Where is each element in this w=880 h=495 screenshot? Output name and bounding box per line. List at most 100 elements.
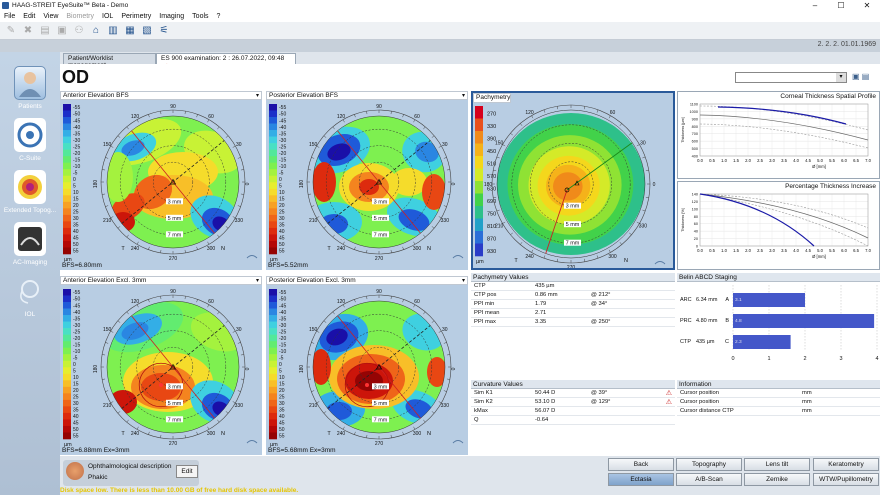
apex-marker	[169, 178, 177, 185]
row-value: 53.10 D	[535, 399, 556, 405]
sidebar-item-csuite[interactable]: C-Suite	[0, 118, 60, 170]
chart-thickness-increase: Percentage Thickness Increase 140 120 100 8…	[677, 181, 880, 270]
layout-a-icon[interactable]: ▥	[108, 25, 118, 36]
scale-label: -10	[73, 164, 80, 170]
map-title[interactable]: Anterior Elevation Excl. 3mm ▾	[60, 276, 262, 285]
sidebar-item-extended-topography[interactable]: Extended Topog...	[0, 170, 60, 222]
elevation-map[interactable]: -55-50-45-40-35-30-25-20-15-10-505101520…	[266, 285, 468, 447]
close-icon[interactable]: ✕	[863, 1, 871, 10]
tab-examination[interactable]: ES 900 examination: 2 : 26.07.2022, 09:4…	[156, 53, 296, 70]
angle-tick	[207, 241, 210, 245]
angle-tick	[390, 434, 392, 438]
ring-label-bg	[166, 416, 183, 423]
sidebar-item-ac-imaging[interactable]: AC-Imaging	[0, 222, 60, 274]
display-select[interactable]: ▾	[735, 72, 847, 83]
map-title-text: Posterior Elevation BFS	[269, 92, 339, 99]
map-title[interactable]: Posterior Elevation BFS ▾	[266, 91, 468, 100]
nasal-label: N	[221, 431, 225, 437]
map-pachymetry[interactable]: Pachymetry 270 330 390 450 510 570 630 690 750 81…	[471, 91, 675, 270]
menu-edit[interactable]: Edit	[23, 13, 36, 20]
scale-label: 30	[279, 216, 285, 222]
elevation-map[interactable]: -55-50-45-40-35-30-25-20-15-10-505101520…	[60, 285, 262, 447]
angle-tick	[366, 434, 368, 438]
menu-imaging[interactable]: Imaging	[159, 13, 185, 20]
chart-icon[interactable]: ⚟	[159, 25, 169, 36]
lens-tilt-button[interactable]: Lens tilt	[744, 458, 810, 471]
angle-label: 150	[309, 142, 318, 148]
map-anterior-excl[interactable]: Anterior Elevation Excl. 3mm ▾ BFS=6.88mm…	[60, 276, 262, 455]
maximize-icon[interactable]: ☐	[837, 1, 845, 10]
map-posterior-excl[interactable]: Posterior Elevation Excl. 3mm ▾ BFS=5.68m…	[266, 276, 468, 455]
menu-perimetry[interactable]: Perimetry	[121, 13, 152, 20]
scale-label: -55	[279, 105, 286, 111]
stage-value: 6.34 mm	[696, 297, 718, 303]
stage-letter: C	[725, 339, 729, 345]
angle-tick	[316, 216, 320, 219]
back-button[interactable]: Back	[608, 458, 674, 471]
elevation-map[interactable]: -55-50-45-40-35-30-25-20-15-10-505101520…	[60, 100, 262, 262]
angle-label: 150	[309, 327, 318, 333]
topography-button[interactable]: Topography	[676, 458, 742, 471]
menu-tools[interactable]: Tools	[192, 13, 209, 20]
tab-patient-worklist[interactable]: Patient/Worklist management	[63, 53, 156, 69]
map-ring	[358, 161, 400, 203]
nasal-label: N	[427, 431, 431, 437]
layout-c-icon[interactable]: ▧	[142, 25, 152, 36]
ectasia-button[interactable]: Ectasia	[608, 473, 674, 486]
angle-tick	[629, 232, 632, 235]
sidebar-item-patients[interactable]: Patients	[0, 66, 60, 118]
x-tick-label: 1.5	[733, 248, 739, 253]
menu-file[interactable]: File	[4, 13, 16, 20]
nasal-label: N	[624, 258, 628, 264]
scale-swatch	[475, 181, 483, 194]
layout-b-icon[interactable]: ▦	[125, 25, 135, 36]
menu-help[interactable]: ?	[216, 13, 221, 20]
home-icon[interactable]: ⌂	[92, 25, 100, 36]
ab-scan-button[interactable]: A/B-Scan	[676, 473, 742, 486]
map-posterior-elevation[interactable]: Posterior Elevation BFS ▾ BFS=5.52mm -55-…	[266, 91, 468, 270]
map-title[interactable]: Posterior Elevation Excl. 3mm ▾	[266, 276, 468, 285]
angle-tick	[217, 311, 220, 315]
angle-label: 60	[610, 110, 616, 116]
scale-label: -20	[279, 151, 286, 157]
settings-icon[interactable]: ▤	[861, 72, 870, 81]
angle-label: 30	[442, 142, 448, 148]
sidebar-label-ac-imaging: AC-Imaging	[12, 259, 48, 266]
menu-iol[interactable]: IOL	[102, 13, 114, 20]
map-ring	[152, 346, 194, 388]
plot-frame	[699, 193, 869, 247]
zernike-button[interactable]: Zernike	[744, 473, 810, 486]
scale-label: -25	[73, 144, 80, 150]
map-title[interactable]: Pachymetry	[473, 93, 511, 103]
image-icon[interactable]: ▣	[852, 72, 860, 81]
ophthalmological-description: Ophthalmological description Phakic Edit	[63, 460, 199, 486]
y-tick-label: 500	[692, 147, 698, 151]
edit-button[interactable]: Edit	[176, 465, 198, 478]
angle-tick	[531, 249, 534, 253]
description-title: Ophthalmological description	[88, 463, 172, 470]
map-anterior-elevation[interactable]: Anterior Elevation BFS ▾ BFS=6.80mm -55 -5…	[60, 91, 262, 270]
x-tick-label: 1.0	[721, 248, 727, 253]
scale-label: 20	[73, 388, 79, 394]
map-title[interactable]: Anterior Elevation BFS ▾	[60, 91, 262, 100]
pencil-icon: ✎	[6, 25, 16, 36]
angle-tick	[636, 144, 640, 147]
sidebar-item-iol[interactable]: IOL	[0, 274, 60, 326]
angle-tick	[402, 431, 404, 435]
chevron-down-icon[interactable]: ▾	[836, 73, 846, 82]
elevation-map[interactable]: -55-50-45-40-35-30-25-20-15-10-505101520…	[266, 100, 468, 262]
x-tick-label: 0.5	[709, 248, 715, 253]
scale-label: 5	[73, 368, 76, 374]
angle-tick	[645, 170, 649, 172]
wtw-pupillometry-button[interactable]: WTW/Pupillometry	[813, 473, 879, 486]
menu-view[interactable]: View	[43, 13, 59, 20]
scale-label: 25	[73, 395, 79, 401]
angle-label: 270	[375, 256, 384, 262]
angle-label: 210	[309, 403, 318, 409]
ring-label-bg	[372, 231, 389, 238]
keratometry-button[interactable]: Keratometry	[813, 458, 879, 471]
minimize-icon[interactable]: –	[812, 1, 818, 10]
main-area: OD ▾ ▣ ▤ Anterior Elevation BFS ▾ BFS=6.8…	[60, 64, 880, 495]
tick-label: 0	[731, 356, 734, 362]
